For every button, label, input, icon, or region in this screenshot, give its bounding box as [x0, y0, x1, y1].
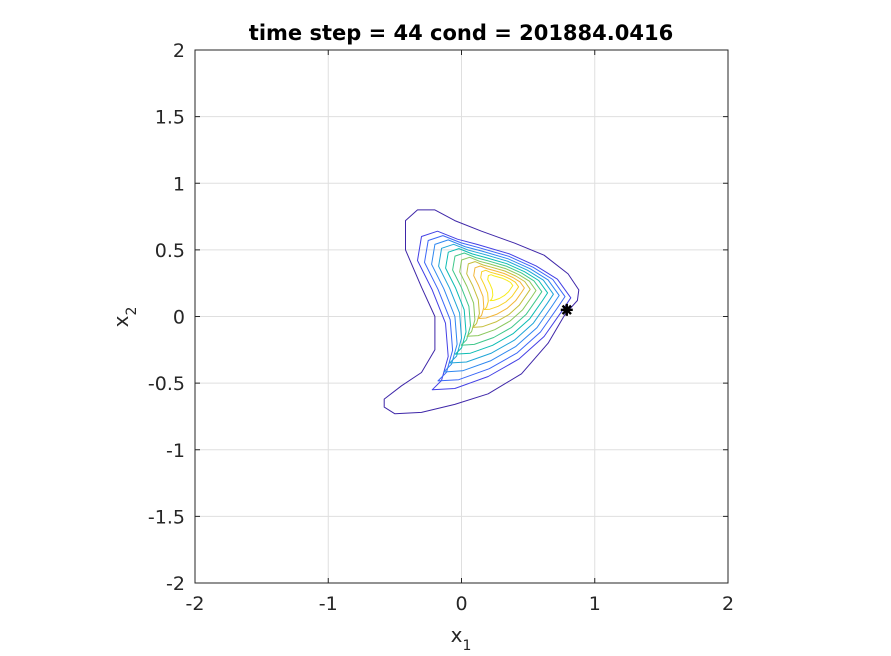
contour-level-2: [424, 235, 566, 382]
point-marker: [560, 303, 573, 316]
contour-level-10: [480, 269, 520, 310]
x-tick-label: 0: [455, 593, 467, 615]
contour-level-8: [466, 261, 531, 328]
y-tick-label: 1: [173, 173, 185, 195]
contour-lines: [383, 209, 580, 415]
y-axis-label: x2: [109, 307, 140, 328]
contour-level-9: [473, 265, 525, 319]
contour-level-0: [383, 209, 580, 415]
contour-level-5: [445, 248, 549, 355]
y-tick-label: 2: [173, 40, 185, 62]
contour-level-6: [452, 252, 543, 346]
contour-level-3: [431, 239, 560, 373]
contour-level-7: [459, 256, 537, 337]
x-tick-label: 1: [589, 593, 601, 615]
x-tick-label: 2: [722, 593, 734, 615]
contour-level-11: [487, 274, 514, 302]
y-tick-label: -1.5: [148, 506, 185, 528]
y-tick-label: 0.5: [155, 240, 185, 262]
contour-level-4: [438, 243, 554, 364]
y-tick-label: 0: [173, 307, 185, 329]
x-tick-label: -1: [319, 593, 338, 615]
y-tick-label: -2: [166, 573, 185, 595]
x-axis-label: x1: [451, 623, 472, 654]
chart-title: time step = 44 cond = 201884.0416: [249, 21, 673, 45]
tick-marks: [194, 49, 729, 584]
marker-stroke-3: [561, 304, 572, 315]
y-tick-label: -1: [166, 440, 185, 462]
contour-level-1: [417, 230, 572, 391]
x-tick-label: -2: [186, 593, 205, 615]
y-tick-label: -0.5: [148, 373, 185, 395]
y-tick-label: 1.5: [155, 107, 185, 129]
